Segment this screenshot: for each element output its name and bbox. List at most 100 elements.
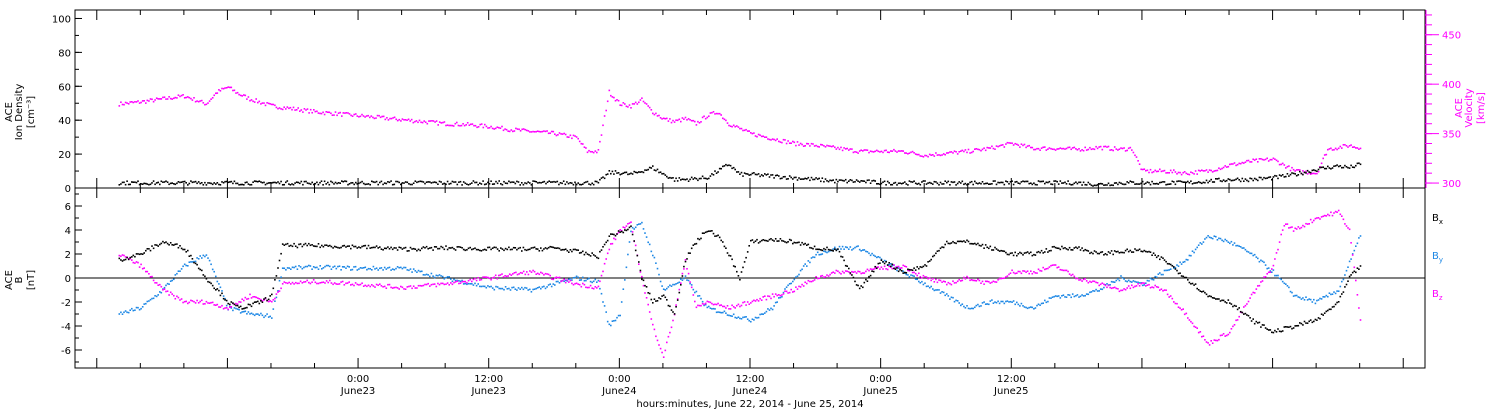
series-by-point	[834, 246, 836, 249]
series-bx-point	[718, 236, 721, 239]
series-bz-point	[617, 231, 620, 234]
series-by-point	[728, 314, 730, 317]
series-bz-point	[1244, 304, 1247, 307]
density-series-point	[919, 183, 922, 186]
series-bx-point	[888, 262, 890, 264]
series-bx-point	[555, 247, 558, 249]
series-bx-point	[527, 248, 529, 251]
series-bx-point	[1121, 251, 1124, 254]
velocity-series-point	[617, 99, 620, 102]
series-bx-point	[169, 242, 172, 244]
density-series-point	[471, 182, 473, 184]
series-by-point	[1002, 300, 1004, 303]
density-series-point	[840, 179, 842, 181]
series-bx-point	[193, 261, 195, 264]
series-by-point	[746, 318, 749, 320]
series-bx-point	[1149, 251, 1152, 253]
density-series-point	[1183, 181, 1186, 183]
velocity-series-point	[485, 125, 488, 128]
density-series-point	[1062, 182, 1065, 184]
density-series-point	[474, 181, 476, 184]
velocity-series-point	[1048, 147, 1051, 149]
velocity-series-point	[1037, 147, 1040, 150]
density-series-point	[625, 171, 628, 174]
series-by-point	[874, 255, 876, 258]
series-by-point	[362, 267, 365, 269]
density-series-point	[496, 182, 499, 185]
velocity-series-point	[907, 153, 909, 155]
series-bx-point	[417, 248, 420, 251]
density-series-point	[1141, 180, 1144, 183]
series-bz-point	[1351, 254, 1354, 256]
series-bx-point	[353, 245, 355, 248]
x-axis-title: hours:minutes, June 22, 2014 - June 25, …	[636, 399, 863, 410]
density-series	[118, 162, 1362, 187]
velocity-series-point	[1084, 146, 1086, 149]
velocity-series-point	[494, 127, 497, 130]
series-bz-point	[869, 268, 872, 270]
velocity-series-point	[648, 106, 651, 109]
series-by-point	[1347, 266, 1349, 268]
series-by-point	[369, 268, 371, 270]
series-bz-point	[387, 283, 389, 286]
series-bz-point	[855, 272, 858, 274]
series-bz-point	[1165, 289, 1167, 291]
density-series-point	[149, 183, 152, 186]
series-by-point	[664, 289, 667, 291]
series-bz-point	[327, 281, 329, 284]
series-bz-point	[816, 277, 819, 280]
bottom-panel-ylabel: ACE B [nT]	[4, 270, 37, 290]
series-bx-point	[877, 262, 880, 265]
density-series-point	[546, 181, 549, 183]
density-series-point	[896, 184, 898, 186]
series-bz-point	[1134, 285, 1136, 288]
density-series-point	[493, 183, 496, 185]
series-by-point	[994, 301, 996, 303]
velocity-series-point	[479, 123, 481, 126]
density-series-point	[731, 167, 733, 170]
velocity-series-point	[1330, 147, 1332, 150]
velocity-series-point	[235, 92, 237, 94]
velocity-series-point	[1272, 157, 1275, 160]
series-bx-point	[662, 294, 665, 297]
velocity-series-point	[1152, 171, 1155, 173]
density-series-point	[636, 171, 639, 174]
density-series-point	[1275, 175, 1278, 177]
series-bx-point	[479, 249, 481, 252]
series-bx-point	[995, 248, 998, 250]
series-bz	[118, 209, 1362, 358]
density-series-point	[412, 182, 415, 184]
velocity-series-point	[460, 124, 463, 127]
series-bz-point	[960, 280, 962, 282]
velocity-series-point	[662, 117, 665, 120]
velocity-series-point	[714, 113, 716, 115]
series-bx-point	[1247, 314, 1250, 317]
series-bz-point	[1208, 344, 1211, 346]
density-series-point	[211, 183, 214, 186]
series-bx-point	[907, 268, 909, 271]
series-bx-point	[285, 243, 287, 246]
series-bz-point	[277, 291, 279, 293]
velocity-series-point	[498, 126, 500, 129]
series-bz-point	[1280, 233, 1282, 236]
series-bx-point	[1146, 251, 1149, 253]
density-series-point	[1320, 166, 1323, 169]
series-bz-point	[293, 283, 295, 285]
density-series-point	[745, 173, 747, 175]
series-bx-point	[324, 244, 326, 246]
velocity-series-point	[473, 124, 475, 127]
density-series-point	[1089, 183, 1091, 185]
density-series-point	[155, 182, 158, 184]
series-bx-point	[541, 249, 544, 252]
series-bz-point	[404, 288, 407, 290]
series-by-point	[1238, 245, 1240, 247]
velocity-series-point	[960, 150, 962, 152]
series-by-point	[252, 313, 254, 316]
density-series-point	[230, 180, 233, 183]
series-bz-point	[1171, 297, 1174, 300]
series-by-point	[1325, 294, 1328, 297]
density-series-point	[182, 180, 184, 183]
density-series-point	[816, 178, 819, 180]
series-by-point	[1194, 248, 1197, 251]
velocity-series-point	[410, 118, 413, 121]
